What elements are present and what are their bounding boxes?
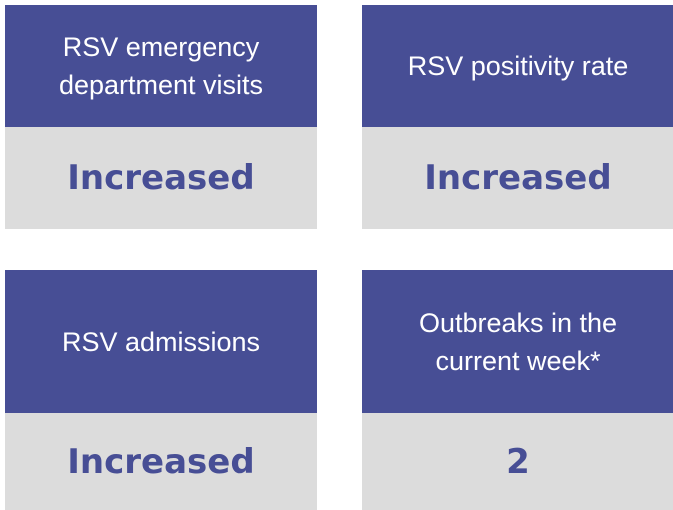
card-label: RSV emergency department visits <box>5 5 317 127</box>
card-status: Increased <box>362 127 673 229</box>
card-label: Outbreaks in the current week* <box>362 270 673 413</box>
card-label: RSV positivity rate <box>362 5 673 127</box>
metric-card: RSV positivity rate Increased <box>362 5 673 229</box>
card-status: 2 <box>362 413 673 510</box>
card-status: Increased <box>5 127 317 229</box>
metric-card: Outbreaks in the current week* 2 <box>362 270 673 510</box>
card-status: Increased <box>5 413 317 510</box>
metric-card: RSV emergency department visits Increased <box>5 5 317 229</box>
metric-card: RSV admissions Increased <box>5 270 317 510</box>
card-label: RSV admissions <box>5 270 317 413</box>
